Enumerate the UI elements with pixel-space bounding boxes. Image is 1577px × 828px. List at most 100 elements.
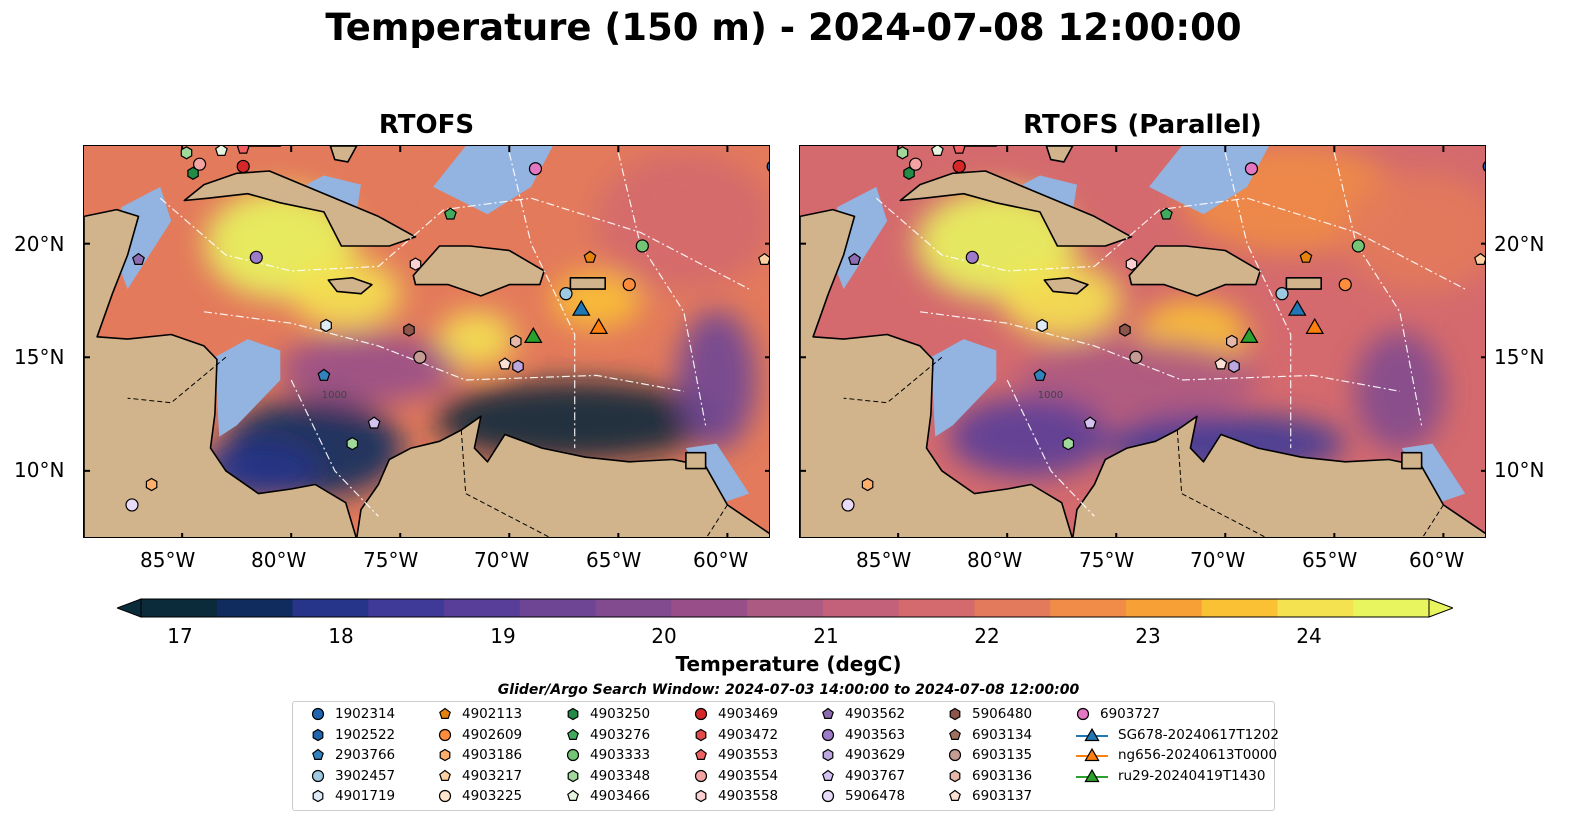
- lat-tick-label: 20°N: [14, 232, 65, 256]
- legend-marker: [694, 769, 708, 782]
- map-panel-rtofs: 1000: [83, 145, 770, 538]
- land-hispaniola: [1128, 245, 1262, 297]
- observation-marker-2903766: [1033, 368, 1047, 381]
- map-panel-rtofs-parallel: 1000: [799, 145, 1486, 538]
- colorbar-tick-label: 19: [490, 624, 516, 648]
- legend-marker-icon: [311, 707, 325, 721]
- legend-marker: [312, 748, 324, 760]
- temperature-patch: [1341, 172, 1485, 293]
- legend-label: 5906478: [845, 788, 906, 804]
- lon-tick-label: 60°W: [1409, 548, 1465, 572]
- legend-label: 4903553: [718, 747, 779, 763]
- lat-tick-label: 15°N: [14, 345, 65, 369]
- colorbar-tick-label: 24: [1296, 624, 1322, 648]
- legend-marker: [1076, 707, 1090, 721]
- legend-marker-icon: [439, 707, 451, 719]
- legend-entry: 4903250: [566, 706, 650, 722]
- legend-marker: [695, 748, 707, 760]
- legend-entry: 4903276: [566, 727, 650, 743]
- legend-label: 4903472: [718, 726, 779, 743]
- observation-marker-4903276: [443, 207, 457, 220]
- legend-marker-icon: [694, 769, 708, 782]
- legend-marker-icon: [821, 728, 835, 741]
- legend-marker: [948, 748, 962, 762]
- legend-label: 6903727: [1100, 706, 1161, 722]
- lon-tick-label: 70°W: [474, 548, 530, 572]
- colorbar-segment: [1125, 599, 1203, 617]
- eez-boundary: [617, 152, 707, 426]
- temperature-patch: [1018, 339, 1259, 420]
- legend-label: 1902314: [335, 706, 396, 722]
- eez-boundary: [508, 152, 576, 449]
- colorbar-segment: [444, 599, 521, 617]
- observation-marker-4903629: [1228, 359, 1240, 374]
- country-border: [1422, 504, 1444, 537]
- observation-marker-4903563: [965, 250, 979, 264]
- legend-entry: 4903466: [566, 788, 650, 804]
- country-border: [843, 356, 943, 404]
- legend-marker-icon: [312, 789, 324, 803]
- lon-tick-label: 70°W: [1190, 548, 1246, 572]
- legend-entry: 4903333: [566, 747, 650, 763]
- shallow-shelf: [433, 146, 553, 215]
- lon-tick-label: 85°W: [140, 548, 196, 572]
- legend-label: 4903554: [718, 767, 779, 784]
- observation-marker-6903727: [1244, 162, 1259, 176]
- legend-label: 4903276: [590, 726, 651, 743]
- legend-label: ru29-20240419T1430: [1118, 767, 1266, 784]
- country-border: [706, 504, 728, 537]
- legend-marker: [438, 789, 452, 803]
- observation-marker-3902457: [1275, 287, 1289, 301]
- legend-marker: [567, 707, 579, 721]
- legend-entry: 6903137: [948, 788, 1032, 804]
- legend-marker-icon: [438, 789, 452, 803]
- lat-tick-label: 10°N: [1494, 458, 1545, 482]
- land-jamaica: [327, 277, 373, 295]
- legend-marker: [311, 707, 325, 721]
- legend-entry: 6903727: [1076, 706, 1160, 722]
- legend-marker: [567, 728, 579, 740]
- shallow-shelf: [834, 186, 888, 290]
- observation-marker-4902609: [1338, 277, 1352, 292]
- legend-marker-icon: [311, 769, 325, 782]
- legend-entry: 4903472: [694, 727, 778, 743]
- figure-title: Temperature (150 m) - 2024-07-08 12:00:0…: [325, 6, 1242, 49]
- temperature-patch: [277, 333, 458, 404]
- map-svg-rtofs: 1000: [84, 146, 769, 537]
- observation-marker-3902457: [559, 287, 573, 301]
- legend-marker-icon: [439, 769, 451, 781]
- shallow-shelf: [214, 339, 281, 437]
- land-puertorico: [1285, 277, 1323, 290]
- observation-marker-1902314: [1482, 161, 1485, 172]
- colorbar-extend-max: [1428, 598, 1453, 618]
- lat-tick-label: 15°N: [1494, 345, 1545, 369]
- observation-marker-ru29-20240419T1430: [523, 327, 543, 343]
- legend-entry: 4903186: [438, 747, 522, 763]
- legend-entry: 4902113: [438, 706, 522, 722]
- legend-label: 5906480: [972, 706, 1033, 722]
- legend-entry: 6903134: [948, 727, 1032, 743]
- legend-marker-icon: [567, 707, 579, 721]
- legend-marker-icon: [1076, 768, 1108, 782]
- observation-marker-4903348: [346, 436, 359, 451]
- legend-marker: [566, 748, 580, 762]
- lat-tick-label: 20°N: [1494, 232, 1545, 256]
- colorbar-segment: [595, 599, 672, 617]
- legend-marker-icon: [949, 728, 961, 740]
- observation-marker-6903137: [498, 357, 512, 370]
- colorbar-tick-label: 21: [813, 624, 839, 648]
- observation-marker-4903554: [908, 157, 923, 171]
- temperature-patch: [593, 150, 769, 291]
- legend-entry: 4903553: [694, 747, 778, 763]
- legend-entry: 4903558: [694, 788, 778, 804]
- lon-tick-label: 65°W: [586, 548, 642, 572]
- lon-tick-label: 60°W: [693, 548, 749, 572]
- legend-marker-icon: [821, 789, 835, 803]
- legend-marker: [695, 789, 707, 803]
- shallow-shelf: [1149, 146, 1269, 215]
- legend-marker-icon: [312, 728, 324, 741]
- legend-marker: [1084, 727, 1100, 741]
- observation-marker-2903766: [317, 368, 331, 381]
- legend-label: 4903562: [845, 706, 906, 722]
- colorbar-segment: [368, 599, 445, 617]
